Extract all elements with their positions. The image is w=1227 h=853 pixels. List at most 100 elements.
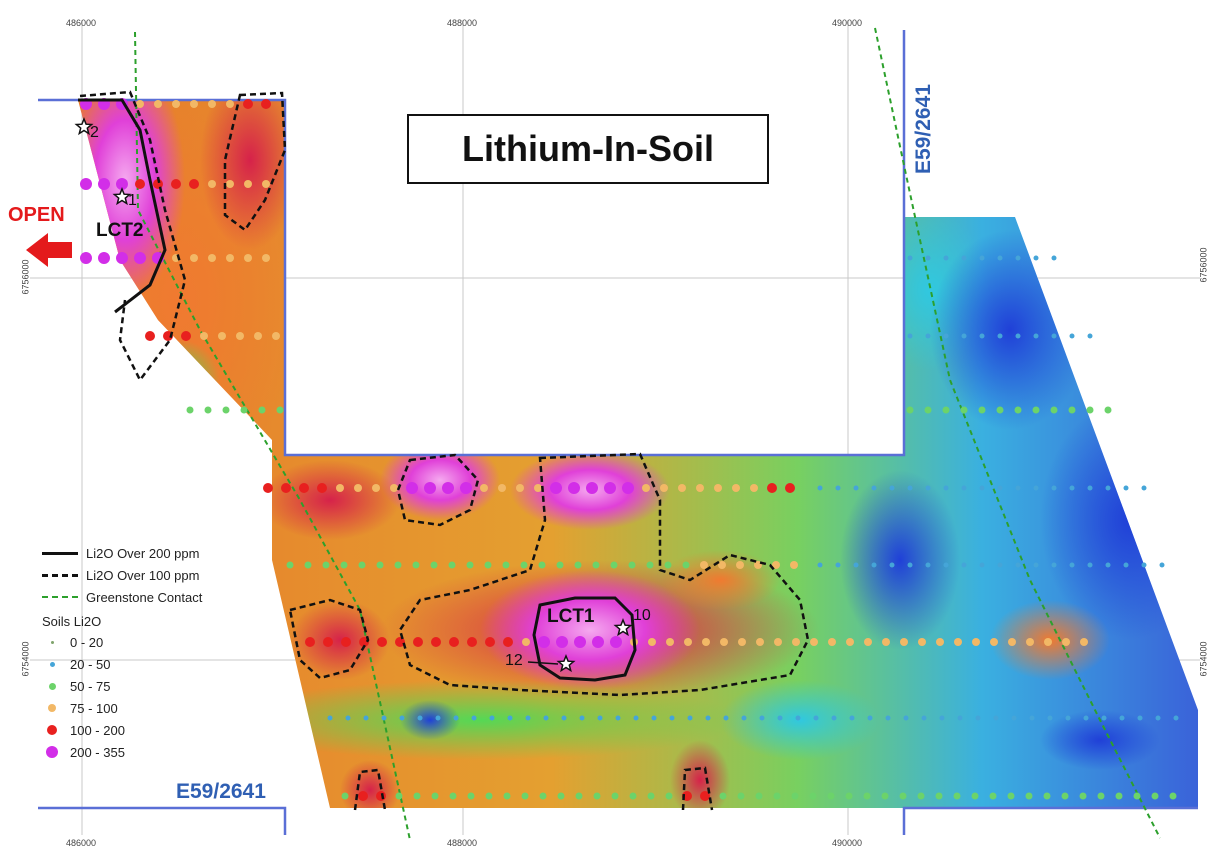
soil-sample-point [1051, 255, 1057, 261]
soil-sample-point [244, 180, 252, 188]
soil-sample-point [358, 791, 368, 801]
soil-sample-point [907, 485, 913, 491]
soil-sample-point [345, 715, 351, 721]
lease-label-bottom: E59/2641 [176, 780, 266, 803]
soil-sample-point [990, 638, 998, 646]
soil-sample-point [145, 331, 155, 341]
soil-sample-point [759, 715, 765, 721]
soil-sample-point [1069, 333, 1075, 339]
soil-sample-point [1104, 406, 1112, 414]
drill-target-star-icon [556, 653, 576, 673]
soil-sample-point [1083, 715, 1089, 721]
soil-sample-point [925, 485, 931, 491]
soil-sample-point [1141, 562, 1147, 568]
soil-sample-point [1068, 406, 1076, 414]
soil-sample-point [719, 792, 727, 800]
soil-sample-point [254, 332, 262, 340]
soil-sample-point [1159, 562, 1165, 568]
soil-sample-point [1050, 406, 1058, 414]
soil-sample-point [181, 331, 191, 341]
soil-sample-point [953, 792, 961, 800]
soil-sample-point [611, 792, 619, 800]
soil-sample-point [431, 637, 441, 647]
soil-sample-point [204, 406, 212, 414]
soil-sample-point [1069, 485, 1075, 491]
soil-sample-point [1115, 792, 1123, 800]
soil-sample-point [1026, 638, 1034, 646]
soil-sample-point [604, 482, 616, 494]
soil-sample-point [741, 715, 747, 721]
soil-sample-point [471, 715, 477, 721]
soil-sample-point [539, 792, 547, 800]
soil-sample-point [448, 561, 456, 569]
easting-tick-top-1: 486000 [66, 18, 97, 28]
soil-sample-point [696, 484, 704, 492]
drill-targets [74, 116, 633, 673]
soil-sample-point [997, 485, 1003, 491]
soil-sample-point [460, 482, 472, 494]
easting-tick-bottom-3: 490000 [832, 838, 863, 848]
soil-sample-point [395, 637, 405, 647]
soil-sample-point [756, 638, 764, 646]
soil-sample-point [817, 562, 823, 568]
soil-sample-point [503, 792, 511, 800]
soil-sample-point [777, 715, 783, 721]
soil-sample-point [835, 485, 841, 491]
soil-sample-point [359, 637, 369, 647]
soil-sample-point [1015, 485, 1021, 491]
soil-sample-point [700, 561, 708, 569]
soil-sample-point [372, 484, 380, 492]
soil-sample-point [135, 179, 145, 189]
soil-sample-point [1087, 562, 1093, 568]
soil-sample-point [1051, 485, 1057, 491]
soil-sample-point [299, 483, 309, 493]
soil-sample-point [835, 562, 841, 568]
legend: Li2O Over 200 ppm Li2O Over 100 ppm Gree… [42, 542, 202, 763]
soil-sample-point [502, 561, 510, 569]
soil-sample-point [172, 100, 180, 108]
soil-sample-point [738, 638, 746, 646]
soil-sample-point [516, 484, 524, 492]
legend-class-row: 75 - 100 [42, 697, 202, 719]
soil-sample-point [1011, 715, 1017, 721]
soil-sample-point [561, 715, 567, 721]
soil-sample-point [853, 485, 859, 491]
northing-tick-left-1: 6756000 [20, 259, 31, 295]
soil-sample-point [889, 485, 895, 491]
soil-sample-point [556, 561, 564, 569]
soil-sample-point [1101, 715, 1107, 721]
legend-classes: 0 - 20 20 - 50 50 - 75 75 - 100 100 - 200 200… [42, 631, 202, 763]
soil-sample-point [489, 715, 495, 721]
soil-sample-point [809, 792, 817, 800]
soil-sample-point [1123, 562, 1129, 568]
soil-sample-point [190, 254, 198, 262]
soil-sample-point [979, 333, 985, 339]
soil-sample-point [1043, 792, 1051, 800]
soil-sample-point [882, 638, 890, 646]
soil-sample-point [1051, 562, 1057, 568]
soil-sample-point [538, 561, 546, 569]
soil-sample-point [322, 561, 330, 569]
soil-sample-point [485, 792, 493, 800]
soil-sample-point [669, 715, 675, 721]
soil-sample-point [208, 254, 216, 262]
soil-sample-point [939, 715, 945, 721]
soil-sample-point [327, 715, 333, 721]
soil-sample-point [413, 792, 421, 800]
soil-sample-point [1025, 792, 1033, 800]
soil-sample-point [705, 715, 711, 721]
soil-sample-point [304, 561, 312, 569]
soil-sample-point [979, 485, 985, 491]
soil-sample-point [1015, 255, 1021, 261]
soil-sample-point [961, 333, 967, 339]
soil-sample-point [906, 406, 914, 414]
legend-class-label: 75 - 100 [70, 700, 118, 716]
soil-sample-point [1061, 792, 1069, 800]
soil-sample-point [774, 638, 782, 646]
soil-sample-point [979, 255, 985, 261]
soil-sample-point [208, 100, 216, 108]
legend-class-label: 50 - 75 [70, 678, 111, 694]
soil-sample-point [136, 100, 144, 108]
contour-200ppm [78, 98, 637, 682]
drill-target-star-icon [112, 186, 132, 206]
